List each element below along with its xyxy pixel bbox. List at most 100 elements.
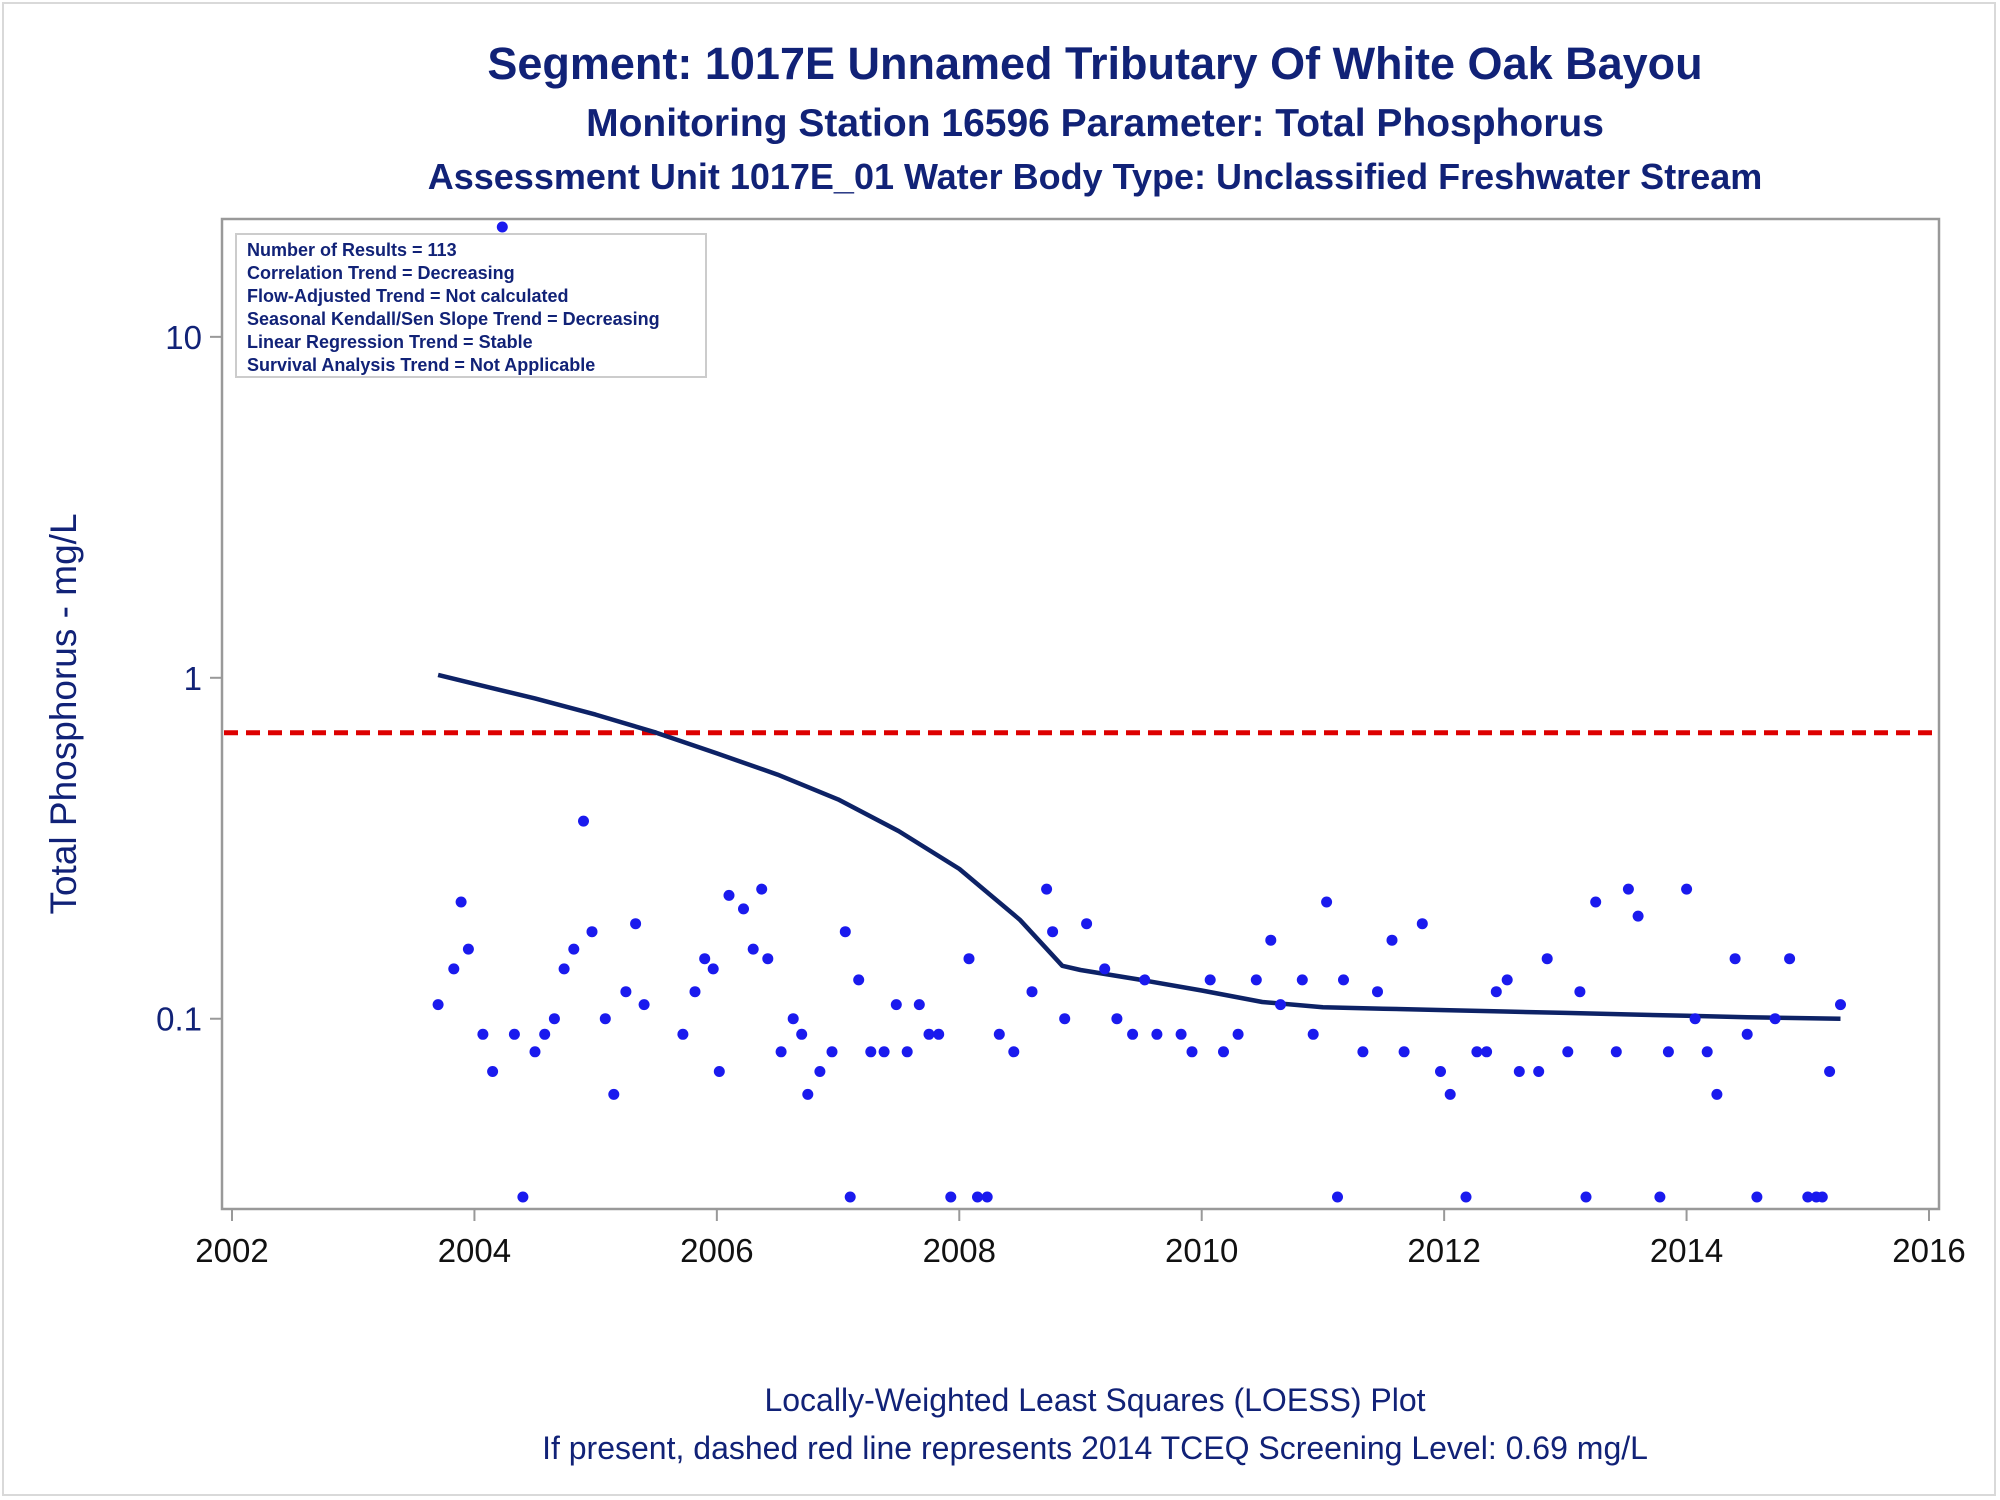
data-point bbox=[814, 1066, 826, 1077]
data-point bbox=[1681, 883, 1693, 895]
data-point bbox=[1186, 1046, 1198, 1058]
data-point bbox=[1296, 974, 1308, 986]
data-point bbox=[1416, 918, 1428, 930]
x-tick-label: 2010 bbox=[1165, 1232, 1238, 1269]
data-point bbox=[1139, 974, 1151, 986]
data-point bbox=[1751, 1191, 1763, 1203]
data-point bbox=[620, 986, 632, 998]
data-point bbox=[1729, 953, 1741, 965]
data-point bbox=[586, 926, 598, 938]
data-point bbox=[455, 896, 467, 908]
data-point bbox=[558, 963, 570, 975]
data-point bbox=[1008, 1046, 1020, 1058]
loess-curve bbox=[437, 672, 1841, 1021]
data-point bbox=[1250, 974, 1262, 986]
data-point bbox=[1444, 1088, 1456, 1100]
data-point bbox=[1357, 1046, 1369, 1058]
data-point bbox=[713, 1066, 725, 1077]
y-axis: 0.1 1 10 bbox=[156, 319, 222, 1038]
data-point bbox=[1099, 963, 1111, 975]
x-tick-label: 2002 bbox=[195, 1232, 268, 1269]
data-point bbox=[1471, 1046, 1483, 1058]
data-point bbox=[1386, 934, 1398, 946]
data-point bbox=[756, 883, 768, 895]
data-point bbox=[878, 1046, 890, 1058]
data-point bbox=[487, 1066, 499, 1077]
data-point bbox=[638, 999, 650, 1011]
data-point bbox=[1398, 1046, 1410, 1058]
data-point bbox=[508, 1028, 520, 1040]
data-point bbox=[1835, 999, 1846, 1011]
data-point bbox=[1662, 1046, 1674, 1058]
data-point bbox=[689, 986, 701, 998]
data-point bbox=[853, 974, 865, 986]
data-point bbox=[539, 1028, 551, 1040]
data-point bbox=[796, 1028, 808, 1040]
plot-border bbox=[220, 217, 1941, 1211]
data-point bbox=[1265, 934, 1277, 946]
x-axis: 2002 2004 2006 2008 2010 2012 2014 2016 bbox=[195, 1209, 1966, 1269]
data-point bbox=[1059, 1013, 1071, 1025]
data-point bbox=[890, 999, 902, 1011]
data-point bbox=[1321, 896, 1333, 908]
data-point bbox=[1218, 1046, 1229, 1058]
x-tick-label: 2014 bbox=[1650, 1232, 1723, 1269]
data-point bbox=[1580, 1191, 1592, 1203]
data-point bbox=[1111, 1013, 1123, 1025]
data-point bbox=[839, 926, 851, 938]
data-point bbox=[747, 943, 759, 955]
data-point bbox=[802, 1088, 814, 1100]
data-point bbox=[844, 1191, 856, 1203]
data-point bbox=[699, 953, 711, 965]
data-point bbox=[1307, 1028, 1319, 1040]
data-point bbox=[517, 1191, 529, 1203]
data-point bbox=[1513, 1066, 1525, 1077]
x-tick-label: 2008 bbox=[923, 1232, 996, 1269]
data-point bbox=[762, 953, 774, 965]
data-point bbox=[1481, 1046, 1493, 1058]
chart-subtitle: Monitoring Station 16596 Parameter: Tota… bbox=[586, 102, 1604, 145]
data-point bbox=[568, 943, 580, 955]
data-point bbox=[963, 953, 975, 965]
data-point bbox=[1275, 999, 1286, 1011]
data-point bbox=[972, 1191, 983, 1203]
stats-line: Survival Analysis Trend = Not Applicable bbox=[247, 355, 595, 375]
data-point bbox=[1824, 1066, 1836, 1077]
data-point bbox=[1784, 953, 1796, 965]
data-point bbox=[1151, 1028, 1163, 1040]
x-tick-label: 2012 bbox=[1407, 1232, 1480, 1269]
data-point bbox=[787, 1013, 799, 1025]
data-point bbox=[993, 1028, 1005, 1040]
data-point bbox=[1332, 1191, 1343, 1203]
data-point bbox=[1802, 1191, 1814, 1203]
data-point bbox=[738, 903, 749, 915]
data-point bbox=[1533, 1066, 1545, 1077]
stats-line: Correlation Trend = Decreasing bbox=[247, 263, 515, 283]
data-point bbox=[1041, 883, 1053, 895]
data-point bbox=[1435, 1066, 1446, 1077]
stats-line: Number of Results = 113 bbox=[247, 240, 457, 260]
data-point bbox=[1741, 1028, 1753, 1040]
chart-subtitle-2: Assessment Unit 1017E_01 Water Body Type… bbox=[427, 156, 1763, 197]
data-point bbox=[1562, 1046, 1574, 1058]
stats-line: Linear Regression Trend = Stable bbox=[247, 332, 533, 352]
data-point bbox=[945, 1191, 957, 1203]
data-point bbox=[913, 999, 925, 1011]
x-tick-label: 2016 bbox=[1892, 1232, 1965, 1269]
footer-note-2: If present, dashed red line represents 2… bbox=[542, 1430, 1648, 1466]
data-point bbox=[630, 918, 642, 930]
data-point bbox=[1047, 926, 1059, 938]
data-point bbox=[826, 1046, 838, 1058]
data-point bbox=[865, 1046, 877, 1058]
y-axis-label: Total Phosphorus - mg/L bbox=[43, 513, 84, 914]
footer-note-1: Locally-Weighted Least Squares (LOESS) P… bbox=[764, 1382, 1426, 1418]
loess-line bbox=[437, 672, 1841, 1021]
data-point bbox=[432, 999, 444, 1011]
data-point bbox=[1689, 1013, 1701, 1025]
data-point bbox=[1338, 974, 1349, 986]
trend-stats-box: Number of Results = 113 Correlation Trend… bbox=[235, 233, 707, 378]
data-point bbox=[707, 963, 719, 975]
data-point bbox=[477, 1028, 489, 1040]
data-point bbox=[529, 1046, 541, 1058]
